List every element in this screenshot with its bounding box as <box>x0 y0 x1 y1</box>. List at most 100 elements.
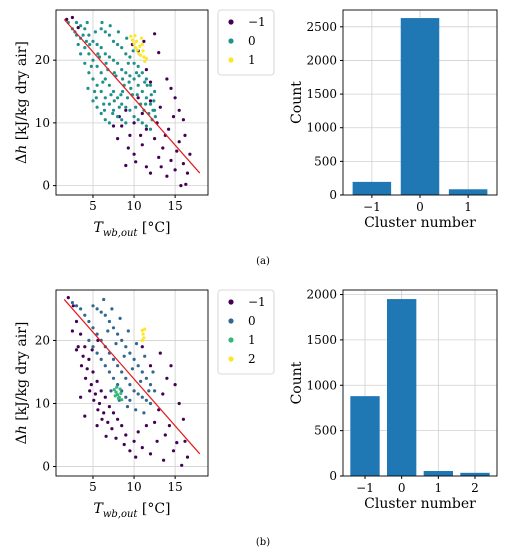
scatter-point <box>134 408 138 412</box>
scatter-point <box>114 342 118 346</box>
scatter-point <box>100 417 104 421</box>
scatter-point <box>66 296 70 300</box>
bar-3 <box>460 472 490 476</box>
scatter-point <box>104 61 108 65</box>
scatter-point <box>120 398 124 402</box>
scatter-point <box>125 96 130 100</box>
bar-x-tick-label: 2 <box>471 481 479 495</box>
scatter-point <box>159 165 163 169</box>
scatter-point <box>87 338 91 342</box>
scatter-point <box>144 77 148 81</box>
scatter-point <box>107 33 111 37</box>
scatter-point <box>148 102 153 106</box>
scatter-point <box>124 376 128 380</box>
scatter-point <box>135 48 139 52</box>
scatter-point <box>134 342 139 346</box>
scatter-point <box>132 389 136 393</box>
legend-marker <box>228 57 234 63</box>
scatter-point <box>109 93 113 97</box>
scatter-point <box>103 364 107 368</box>
bar-y-tick-label: 0 <box>329 188 337 202</box>
bar-y-tick-label: 1500 <box>306 333 337 347</box>
bar-y-tick-label: 1500 <box>306 87 337 101</box>
scatter-point <box>139 379 143 383</box>
scatter-point <box>116 396 120 400</box>
scatter-point <box>86 86 90 90</box>
scatter-point <box>74 319 79 324</box>
scatter-point <box>102 411 106 415</box>
scatter-point <box>83 313 87 317</box>
scatter-point <box>144 102 148 106</box>
scatter-point <box>132 61 136 65</box>
scatter-point <box>134 160 138 164</box>
scatter-point <box>143 59 147 64</box>
scatter-point <box>119 93 123 97</box>
scatter-point <box>127 80 131 84</box>
scatter-point <box>139 133 143 137</box>
scatter-point <box>161 392 165 396</box>
scatter-point <box>70 15 74 20</box>
scatter-point <box>115 385 119 389</box>
scatter-point <box>124 52 128 56</box>
scatter-point <box>84 39 88 44</box>
scatter-point <box>148 99 153 103</box>
scatter-point <box>173 96 177 100</box>
scatter-point <box>151 370 155 374</box>
scatter-x-tick-label: 15 <box>167 199 182 213</box>
scatter-point <box>136 96 140 100</box>
bar-x-tick-label: −1 <box>356 481 374 495</box>
scatter-point <box>124 395 128 399</box>
bar-y-tick-label: 500 <box>314 424 337 438</box>
scatter-point <box>87 357 91 361</box>
scatter-point <box>148 401 153 406</box>
scatter-point <box>124 345 128 349</box>
scatter-point <box>74 20 79 25</box>
legend-marker <box>228 318 234 324</box>
scatter-point <box>103 77 107 81</box>
scatter-x-tick-label: 5 <box>89 480 97 494</box>
scatter-point <box>110 427 114 431</box>
scatter-point <box>153 32 157 36</box>
scatter-point <box>139 36 143 40</box>
bar-y-tick-label: 1000 <box>306 121 337 135</box>
scatter-point <box>85 20 89 25</box>
scatter-point <box>147 389 151 393</box>
scatter-point <box>149 93 153 97</box>
scatter-point <box>153 420 157 424</box>
scatter-point <box>87 319 91 324</box>
scatter-point <box>120 102 124 106</box>
scatter-point <box>79 307 83 311</box>
scatter-point <box>124 433 128 437</box>
scatter-point <box>87 71 91 75</box>
scatter-point <box>70 301 74 305</box>
scatter-point <box>117 105 121 109</box>
scatter-point <box>124 121 128 125</box>
scatter-point <box>157 408 161 412</box>
scatter-point <box>126 329 130 333</box>
scatter-point <box>91 39 95 44</box>
scatter-x-tick-label: 10 <box>126 480 141 494</box>
scatter-point <box>120 424 124 428</box>
scatter-point <box>144 165 148 169</box>
scatter-point <box>134 71 139 75</box>
scatter-point <box>95 105 99 109</box>
scatter-point <box>181 118 185 122</box>
scatter-y-axis-label: Δh [kJ/kg dry air] <box>14 322 30 445</box>
scatter-point <box>136 392 140 396</box>
legend-label: 2 <box>248 352 256 366</box>
scatter-point <box>107 55 111 59</box>
bar-0 <box>350 396 380 476</box>
scatter-point <box>104 434 108 438</box>
legend-label: 1 <box>248 333 256 347</box>
scatter-point <box>132 77 136 81</box>
scatter-point <box>107 121 111 125</box>
scatter-point <box>106 329 110 333</box>
scatter-point <box>181 417 185 421</box>
bar-2 <box>423 471 453 476</box>
scatter-point <box>140 111 144 116</box>
scatter-point <box>79 395 83 399</box>
scatter-point <box>179 184 183 188</box>
scatter-point <box>91 370 95 374</box>
scatter-point <box>165 77 169 81</box>
scatter-point <box>143 327 147 331</box>
